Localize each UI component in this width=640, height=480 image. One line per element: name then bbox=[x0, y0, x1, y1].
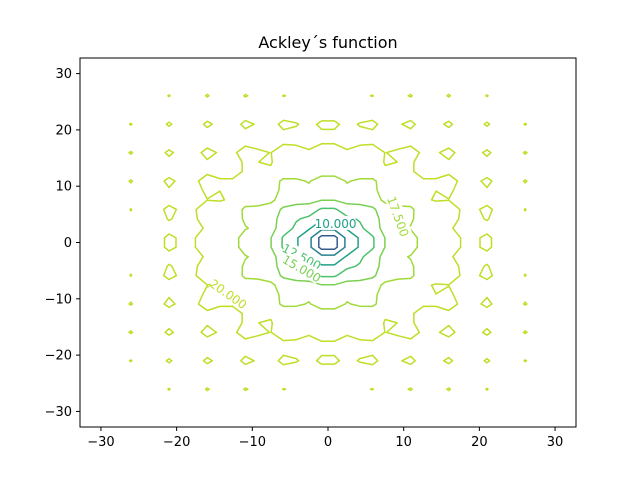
contour-level-17-5 bbox=[237, 175, 419, 310]
contour-level-7-5 bbox=[310, 229, 346, 256]
chart-title: Ackley´s function bbox=[258, 33, 397, 52]
contour-level-5 bbox=[318, 234, 338, 251]
y-tick-label: −20 bbox=[45, 349, 72, 364]
contour-label-bg bbox=[315, 215, 356, 230]
x-tick-label: 10 bbox=[395, 435, 412, 450]
x-axis: −30 −20 −10 0 10 20 30 bbox=[87, 427, 563, 450]
contour-level-20 bbox=[128, 93, 528, 392]
y-tick-label: 0 bbox=[64, 236, 72, 251]
y-tick-label: 30 bbox=[55, 67, 72, 82]
plot-frame bbox=[79, 57, 577, 428]
x-tick-label: −20 bbox=[163, 435, 190, 450]
contour-label-bg bbox=[281, 252, 323, 285]
x-tick-label: 0 bbox=[324, 435, 332, 450]
contour-label-bg bbox=[385, 195, 412, 238]
contour-label-bg bbox=[208, 276, 250, 311]
contour-label: 17.500 bbox=[384, 194, 412, 238]
contour-label-bg bbox=[281, 240, 323, 272]
y-tick-label: −10 bbox=[45, 292, 72, 307]
y-tick-label: −30 bbox=[45, 405, 72, 420]
x-tick-label: 20 bbox=[471, 435, 488, 450]
contour-label: 10.000 bbox=[315, 217, 357, 231]
y-tick-label: 10 bbox=[55, 180, 72, 195]
contour-lines bbox=[128, 93, 528, 392]
x-tick-label: −30 bbox=[87, 435, 114, 450]
y-axis: −30 −20 −10 0 10 20 30 bbox=[45, 67, 80, 420]
y-tick-label: 20 bbox=[55, 123, 72, 138]
x-tick-label: 30 bbox=[547, 435, 564, 450]
x-tick-label: −10 bbox=[239, 435, 266, 450]
